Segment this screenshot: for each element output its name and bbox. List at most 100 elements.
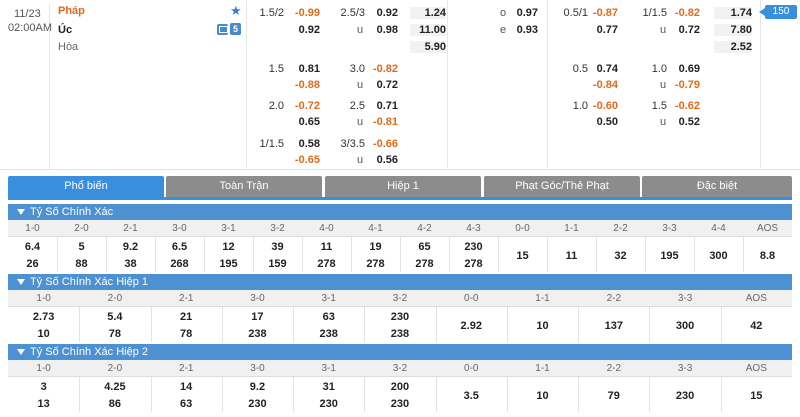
more-markets-button[interactable]: 150 (759, 5, 797, 19)
score-odd-reverse[interactable]: 268 (170, 258, 189, 270)
score-odd-reverse[interactable]: 238 (248, 328, 267, 340)
score-odd[interactable]: 300 (709, 250, 728, 262)
score-odd-reverse[interactable]: 230 (248, 398, 267, 410)
half-ou-over-odd[interactable]: -0.62 (674, 100, 700, 112)
score-odd-reverse[interactable]: 13 (37, 398, 50, 410)
score-odd-reverse[interactable]: 230 (319, 398, 338, 410)
score-odd[interactable]: 65 (418, 241, 431, 253)
home-team[interactable]: Pháp (58, 5, 85, 17)
half-ou-under-odd[interactable]: -0.79 (674, 79, 700, 91)
half-ou-over-odd[interactable]: 0.69 (678, 63, 700, 75)
score-odd[interactable]: 2.92 (460, 320, 482, 332)
tab-corners-cards[interactable]: Phạt Góc/Thẻ Phạt (484, 176, 640, 197)
score-odd[interactable]: 230 (675, 390, 695, 402)
score-odd[interactable]: 8.8 (759, 250, 776, 262)
score-odd-reverse[interactable]: 26 (26, 258, 39, 270)
score-odd[interactable]: 230 (464, 241, 483, 253)
half-handicap-home-odd[interactable]: -0.60 (592, 100, 618, 112)
score-odd-reverse[interactable]: 86 (108, 398, 122, 410)
handicap-home-odd[interactable]: 0.81 (298, 63, 320, 75)
score-odd-reverse[interactable]: 88 (75, 258, 88, 270)
score-odd-reverse[interactable]: 78 (180, 328, 193, 340)
score-odd[interactable]: 17 (251, 311, 264, 323)
ou-over-odd[interactable]: -0.82 (372, 63, 398, 75)
half-handicap-home-odd[interactable]: -0.87 (592, 7, 618, 19)
live-tv-icon[interactable] (217, 24, 228, 35)
score-odd-reverse[interactable]: 10 (37, 328, 50, 340)
score-odd[interactable]: 11 (565, 250, 578, 262)
handicap-away-odd[interactable]: 0.65 (298, 116, 320, 128)
score-odd[interactable]: 3 (40, 381, 47, 393)
half-handicap-away-odd[interactable]: 0.50 (596, 116, 618, 128)
score-odd[interactable]: 79 (607, 390, 620, 402)
score-odd[interactable]: 5 (78, 241, 85, 253)
score-odd-reverse[interactable]: 278 (317, 258, 336, 270)
score-odd-reverse[interactable]: 238 (390, 328, 410, 340)
tab-first-half[interactable]: Hiệp 1 (325, 176, 481, 197)
ou-over-odd[interactable]: -0.66 (372, 138, 398, 150)
odd-odd[interactable]: 0.97 (516, 7, 538, 19)
section-header[interactable]: Tỷ Số Chính Xác Hiệp 1 (8, 274, 792, 290)
score-odd[interactable]: 15 (750, 390, 763, 402)
handicap-away-odd[interactable]: -0.65 (294, 154, 320, 166)
handicap-away-odd[interactable]: -0.88 (294, 79, 320, 91)
ou-under-odd[interactable]: 0.56 (376, 154, 398, 166)
section-header[interactable]: Tỷ Số Chính Xác Hiệp 2 (8, 344, 792, 360)
score-odd[interactable]: 12 (222, 241, 235, 253)
score-odd-reverse[interactable]: 238 (319, 328, 338, 340)
score-odd[interactable]: 3.5 (463, 390, 479, 402)
ou-over-odd[interactable]: 0.92 (376, 7, 398, 19)
stats-badge[interactable]: 5 (230, 23, 241, 35)
score-odd[interactable]: 4.25 (104, 381, 126, 393)
x12-home-odd[interactable]: 1.24 (410, 7, 446, 19)
half-handicap-away-odd[interactable]: 0.77 (596, 24, 618, 36)
score-odd[interactable]: 2.73 (32, 311, 55, 323)
handicap-away-odd[interactable]: 0.92 (298, 24, 320, 36)
ou-under-odd[interactable]: -0.81 (372, 116, 398, 128)
score-odd[interactable]: 9.2 (122, 241, 139, 253)
score-odd[interactable]: 5.4 (107, 311, 123, 323)
score-odd[interactable]: 15 (516, 250, 529, 262)
favorite-star-icon[interactable]: ★ (230, 3, 242, 18)
tab-special[interactable]: Đặc biệt (642, 176, 792, 197)
away-team[interactable]: Úc (58, 24, 73, 36)
score-odd[interactable]: 19 (369, 241, 382, 253)
half-x12-draw-odd[interactable]: 2.52 (714, 41, 752, 53)
score-odd[interactable]: 63 (322, 311, 335, 323)
half-ou-over-odd[interactable]: -0.82 (674, 7, 700, 19)
score-odd-reverse[interactable]: 278 (366, 258, 385, 270)
score-odd[interactable]: 137 (604, 320, 623, 332)
score-odd[interactable]: 10 (536, 390, 549, 402)
score-odd[interactable]: 195 (660, 250, 679, 262)
score-odd-reverse[interactable]: 78 (108, 328, 122, 340)
score-odd[interactable]: 21 (180, 311, 193, 323)
score-odd[interactable]: 300 (675, 320, 695, 332)
score-odd-reverse[interactable]: 278 (464, 258, 483, 270)
score-odd-reverse[interactable]: 278 (415, 258, 434, 270)
tab-full-match[interactable]: Toàn Trận (166, 176, 322, 197)
score-odd-reverse[interactable]: 195 (219, 258, 238, 270)
half-ou-under-odd[interactable]: 0.52 (678, 116, 700, 128)
section-header[interactable]: Tỷ Số Chính Xác (8, 204, 792, 220)
score-odd[interactable]: 9.2 (249, 381, 266, 393)
score-odd[interactable]: 6.5 (171, 241, 188, 253)
half-handicap-away-odd[interactable]: -0.84 (592, 79, 618, 91)
score-odd-reverse[interactable]: 159 (268, 258, 287, 270)
score-odd[interactable]: 14 (180, 381, 193, 393)
tab-popular[interactable]: Phổ biến (8, 176, 164, 197)
ou-over-odd[interactable]: 0.71 (376, 100, 398, 112)
score-odd[interactable]: 42 (750, 320, 763, 332)
score-odd-reverse[interactable]: 230 (390, 398, 410, 410)
even-odd[interactable]: 0.93 (516, 24, 538, 36)
score-odd[interactable]: 6.4 (24, 241, 41, 253)
handicap-home-odd[interactable]: 0.58 (298, 138, 320, 150)
score-odd[interactable]: 31 (322, 381, 335, 393)
ou-under-odd[interactable]: 0.72 (376, 79, 398, 91)
score-odd[interactable]: 200 (390, 381, 410, 393)
half-x12-away-odd[interactable]: 7.80 (714, 24, 752, 36)
x12-draw-odd[interactable]: 5.90 (410, 41, 446, 53)
score-odd[interactable]: 11 (320, 241, 333, 253)
score-odd[interactable]: 10 (536, 320, 549, 332)
half-ou-under-odd[interactable]: 0.72 (678, 24, 700, 36)
x12-away-odd[interactable]: 11.00 (410, 24, 446, 36)
